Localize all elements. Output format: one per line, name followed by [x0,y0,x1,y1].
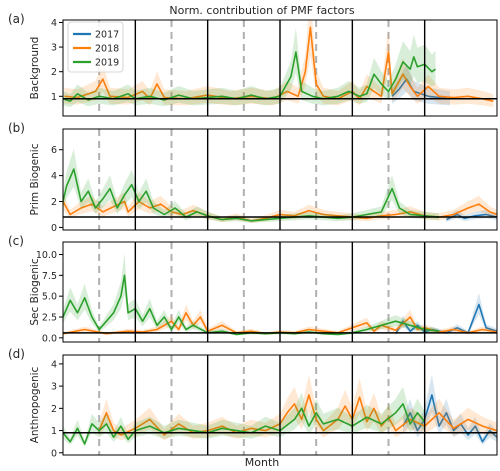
series-line-2018 [64,26,494,102]
band-2017 [392,64,450,106]
band-2019 [63,253,440,336]
panel-letter: (a) [8,12,25,26]
y-tick-label: 2.5 [42,313,57,324]
y-tick-label: 1 [51,426,57,437]
y-tick-label: 5.0 [42,292,57,303]
series-line-2017 [402,394,497,443]
series-line-2017 [395,303,497,335]
y-axis-label: Prim Biogenic [29,143,41,215]
y-tick-label: 0 [51,223,57,234]
y-tick-label: 4 [51,171,57,182]
y-tick-label: 4 [51,18,57,29]
panel-frame [62,128,498,231]
y-tick-label: 3 [51,382,57,393]
legend: 2017 2018 2019 [67,21,124,73]
legend-label-2017: 2017 [95,30,119,41]
panel-frame [62,19,498,117]
y-tick-label: 7.5 [42,271,57,282]
panel-letter: (d) [8,347,25,361]
legend-label-2018: 2018 [95,44,119,55]
band-2019 [63,386,425,447]
series-line-2019 [63,51,436,102]
y-axis-label: Background [29,37,41,100]
panel-3: 0 1 2 3 4 Anthropogenic (d) [8,347,498,459]
y-tick-label: 2 [51,197,57,208]
series-line-2019 [63,403,426,445]
panel-frame [62,241,498,343]
y-axis-label: Sec Biogenic [29,258,41,325]
series-line-2017 [391,78,451,100]
series-line-2018 [98,394,497,436]
panel-0: 1 2 3 4 Background (a) [8,12,498,117]
band-2019 [63,27,436,108]
y-tick-label: 1 [51,92,57,103]
panel-frame [62,354,498,456]
legend-label-2019: 2019 [95,58,119,69]
y-tick-label: 3 [51,43,57,54]
series-group [63,148,497,223]
y-tick-label: 10.0 [36,250,57,261]
series-line-2019 [63,168,440,222]
series-group [63,374,497,447]
y-tick-label: 2 [51,404,57,415]
y-tick-label: 0 [51,448,57,459]
y-tick-label: 4 [51,359,57,370]
y-tick-label: 6 [51,145,57,156]
panel-letter: (c) [8,234,24,248]
chart-title: Norm. contribution of PMF factors [169,4,354,17]
band-2019 [63,148,440,223]
panels: 1 2 3 4 Background (a) 0 2 4 6 Prim Biogenic (b) 0.0… [8,12,498,459]
y-tick-label: 2 [51,67,57,78]
panel-letter: (b) [8,121,25,135]
y-tick-label: 0.0 [42,333,57,344]
y-axis-label: Anthropogenic [29,366,41,443]
band-2018 [99,374,497,441]
panel-1: 0 2 4 6 Prim Biogenic (b) [8,121,498,234]
x-axis-label: Month [245,456,280,469]
